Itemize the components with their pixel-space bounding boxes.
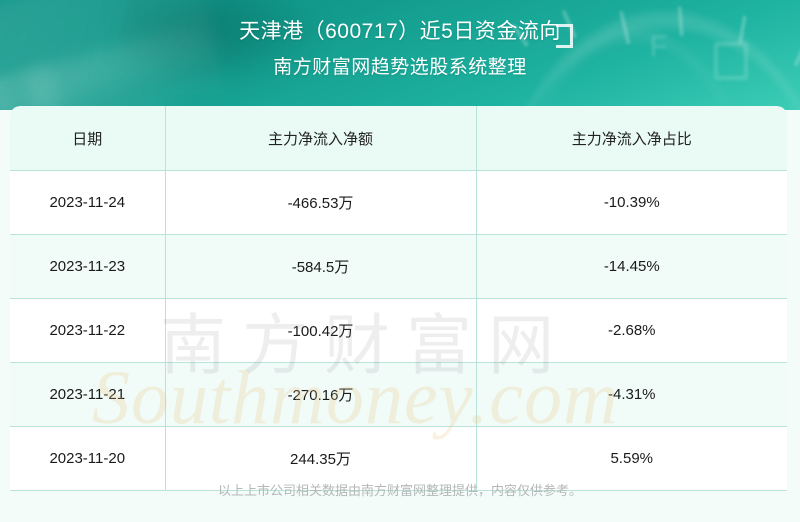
cell-amount: -270.16万 (165, 362, 477, 427)
column-header-date[interactable]: 日期 (10, 106, 166, 171)
banner-text-block: 天津港（600717）近5日资金流向 南方财富网趋势选股系统整理 (0, 0, 800, 83)
cell-date: 2023-11-24 (10, 170, 166, 235)
table-row: 2023-11-21 -270.16万 -4.31% (10, 362, 787, 427)
cell-amount: -584.5万 (165, 234, 477, 299)
table-row: 2023-11-22 -100.42万 -2.68% (10, 298, 787, 363)
footer-disclaimer: 以上上市公司相关数据由南方财富网整理提供，内容仅供参考。 (217, 483, 582, 498)
page-subtitle: 南方财富网趋势选股系统整理 (273, 57, 527, 78)
cell-percent: -10.39% (476, 170, 787, 235)
cell-date: 2023-11-23 (10, 234, 166, 299)
table-row: 2023-11-23 -584.5万 -14.45% (10, 234, 787, 299)
column-header-percent[interactable]: 主力净流入净占比 (476, 106, 787, 171)
cell-percent: -2.68% (476, 298, 787, 363)
cell-percent: -4.31% (476, 362, 787, 427)
cell-amount: -100.42万 (165, 298, 477, 363)
fund-flow-table-container: 日期 主力净流入净额 主力净流入净占比 2023-11-24 -466.53万 … (10, 106, 787, 491)
cell-date: 2023-11-22 (10, 298, 166, 363)
cell-amount: 244.35万 (165, 426, 477, 491)
page-title: 天津港（600717）近5日资金流向 (239, 20, 561, 43)
header-banner: F 天津港（600717）近5日资金流向 南方财富网趋势选股系统整理 (0, 0, 800, 110)
cell-date: 2023-11-21 (10, 362, 166, 427)
cell-percent: 5.59% (476, 426, 787, 491)
table-header-row: 日期 主力净流入净额 主力净流入净占比 (10, 106, 787, 171)
cell-percent: -14.45% (476, 234, 787, 299)
cell-amount: -466.53万 (165, 170, 477, 235)
fund-flow-table: 日期 主力净流入净额 主力净流入净占比 2023-11-24 -466.53万 … (10, 106, 787, 491)
table-header: 日期 主力净流入净额 主力净流入净占比 (10, 106, 787, 171)
cell-date: 2023-11-20 (10, 426, 166, 491)
table-body: 2023-11-24 -466.53万 -10.39% 2023-11-23 -… (10, 170, 787, 491)
table-row: 2023-11-24 -466.53万 -10.39% (10, 170, 787, 235)
table-row: 2023-11-20 244.35万 5.59% (10, 426, 787, 491)
column-header-amount[interactable]: 主力净流入净额 (165, 106, 477, 171)
